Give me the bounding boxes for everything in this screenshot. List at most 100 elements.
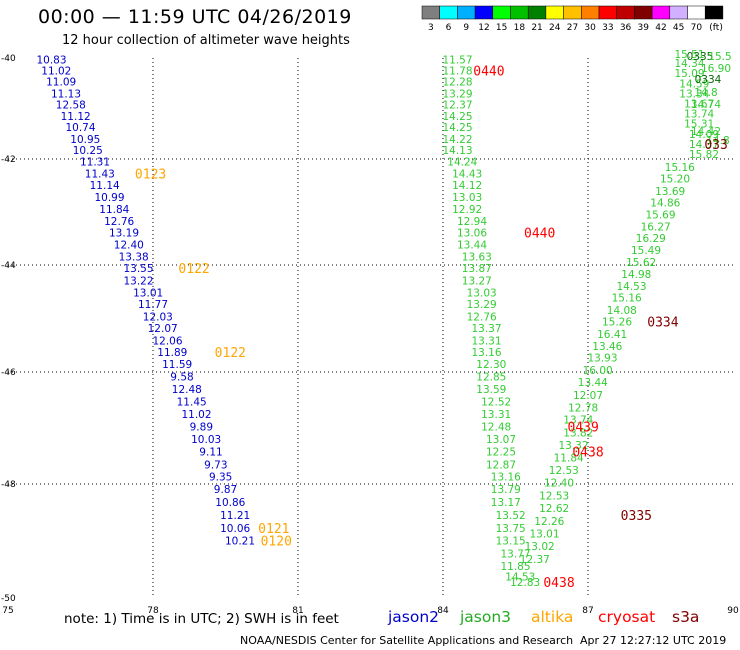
swh-value: 14.22 (442, 134, 472, 146)
swh-value: 14.98 (621, 269, 651, 281)
swh-value: 15.69 (645, 210, 675, 222)
swh-value: 12.40 (544, 477, 574, 489)
credit-text: NOAA/NESDIS Center for Satellite Applica… (240, 634, 574, 647)
swh-value: 12.30 (476, 359, 506, 371)
swh-value: 11.02 (181, 409, 211, 421)
swh-value: 14.12 (452, 180, 482, 192)
swh-value: 12.37 (442, 99, 472, 111)
colorbar-label: 39 (638, 23, 650, 33)
swh-value: 15.51 (674, 49, 704, 61)
swh-value: 13.74 (684, 109, 714, 121)
swh-value: 10.86 (215, 497, 245, 509)
pass-label: 0334 (647, 316, 678, 331)
colorbar-label: 3 (428, 23, 434, 33)
swh-value: 13.77 (500, 549, 530, 561)
x-tick-label: 78 (147, 606, 159, 616)
swh-value: 12.53 (539, 490, 569, 502)
swh-value: 12.48 (172, 384, 202, 396)
swh-value: 11.84 (554, 453, 584, 465)
colorbar-label: 45 (673, 23, 684, 33)
y-tick-label: -40 (1, 54, 16, 64)
pass-label: 0123 (135, 167, 166, 182)
swh-value: 13.38 (119, 252, 149, 264)
swh-value: 12.48 (481, 421, 511, 433)
swh-value: 14.8 (694, 87, 717, 99)
swh-value: 13.67 (684, 98, 714, 110)
chart-title: 00:00 — 11:59 UTC 04/26/2019 (38, 6, 352, 28)
swh-value: 16.41 (597, 329, 627, 341)
pass-label: 0440 (524, 227, 555, 242)
axis-ticks: 75 78 81 84 87 90 -40 -42 -44 -46 -48 -50 (1, 54, 739, 616)
legend-jason2: jason2 (388, 608, 440, 626)
swh-value: 14.53 (616, 281, 646, 293)
x-tick-label: 84 (437, 606, 449, 616)
legend-altika: altika (531, 608, 574, 626)
swh-value: 11.77 (138, 299, 168, 311)
swh-value: 13.79 (491, 484, 521, 496)
swh-value: 13.75 (496, 523, 526, 535)
swh-value: 15.16 (612, 293, 642, 305)
swh-value: 11.21 (220, 510, 250, 522)
swh-value: 11.45 (177, 397, 207, 409)
swh-value: 12.94 (457, 216, 487, 228)
y-tick-label: -44 (1, 261, 16, 271)
swh-value: 15.16 (665, 162, 695, 174)
swh-value: 9.11 (199, 447, 222, 459)
swh-value: 9.73 (204, 459, 227, 471)
swh-value: 10.06 (220, 523, 250, 535)
colorbar-swatch (616, 5, 635, 20)
swh-value: 12.26 (534, 516, 564, 528)
swh-value: 11.78 (442, 66, 472, 78)
swh-value: 13.44 (578, 377, 608, 389)
y-tick-label: -46 (1, 368, 16, 378)
colorbar-swatch (545, 5, 564, 20)
swh-value: 11.43 (85, 168, 115, 180)
swh-value: 9.89 (190, 421, 213, 433)
swh-value: 13.16 (471, 347, 501, 359)
swh-value: 11.57 (442, 55, 472, 67)
colorbar-label: 27 (567, 23, 578, 33)
swh-value: 16.29 (636, 233, 666, 245)
swh-value: 13.37 (471, 323, 501, 335)
swh-value: 13.32 (558, 440, 588, 452)
swh-value: 14.13 (442, 145, 472, 157)
swh-value: 13.07 (486, 434, 516, 446)
y-tick-label: -42 (1, 155, 16, 165)
y-tick-label: -48 (1, 480, 16, 490)
swh-value: 12.76 (104, 216, 134, 228)
pass-label: 0439 (568, 420, 599, 435)
swh-value: 12.28 (442, 77, 472, 89)
swh-value: 13.34 (679, 88, 709, 100)
swh-value: 13.31 (471, 335, 501, 347)
swh-value: 13.93 (587, 353, 617, 365)
pass-label: 0335 (621, 509, 652, 524)
swh-value: 11.31 (80, 157, 110, 169)
swh-value: 12.25 (486, 447, 516, 459)
swh-value: 14.42 (691, 126, 721, 138)
swh-value: 13.03 (467, 287, 497, 299)
x-tick-label: 90 (727, 606, 739, 616)
colorbar-swatch (527, 5, 547, 20)
pass-label: 0121 (258, 522, 289, 537)
colorbar-label: 21 (531, 23, 542, 33)
pass-label: 0122 (215, 346, 246, 361)
colorbar-swatch (598, 5, 617, 20)
swh-value: 12.03 (143, 311, 173, 323)
colorbar-label: 33 (602, 23, 613, 33)
swh-value: 12.07 (573, 390, 603, 402)
pass-label: 0438 (543, 576, 574, 591)
swh-value: 12.85 (476, 371, 506, 383)
swh-value: 16.27 (641, 221, 671, 233)
swh-value: 10.25 (73, 145, 103, 157)
timestamp-text: Apr 27 12:27:12 UTC 2019 (580, 634, 727, 647)
swh-value: 13.01 (529, 529, 559, 541)
swh-value: 15.82 (689, 149, 719, 161)
swh-value: 12.62 (539, 503, 569, 515)
swh-value: 12.58 (56, 99, 86, 111)
swh-value: 13.31 (481, 409, 511, 421)
plot-grid (8, 58, 733, 598)
pass-label: 0122 (178, 262, 209, 277)
pass-label: 0438 (572, 446, 603, 461)
swh-value: 9.58 (170, 371, 193, 383)
swh-value: 14.25 (442, 111, 472, 123)
